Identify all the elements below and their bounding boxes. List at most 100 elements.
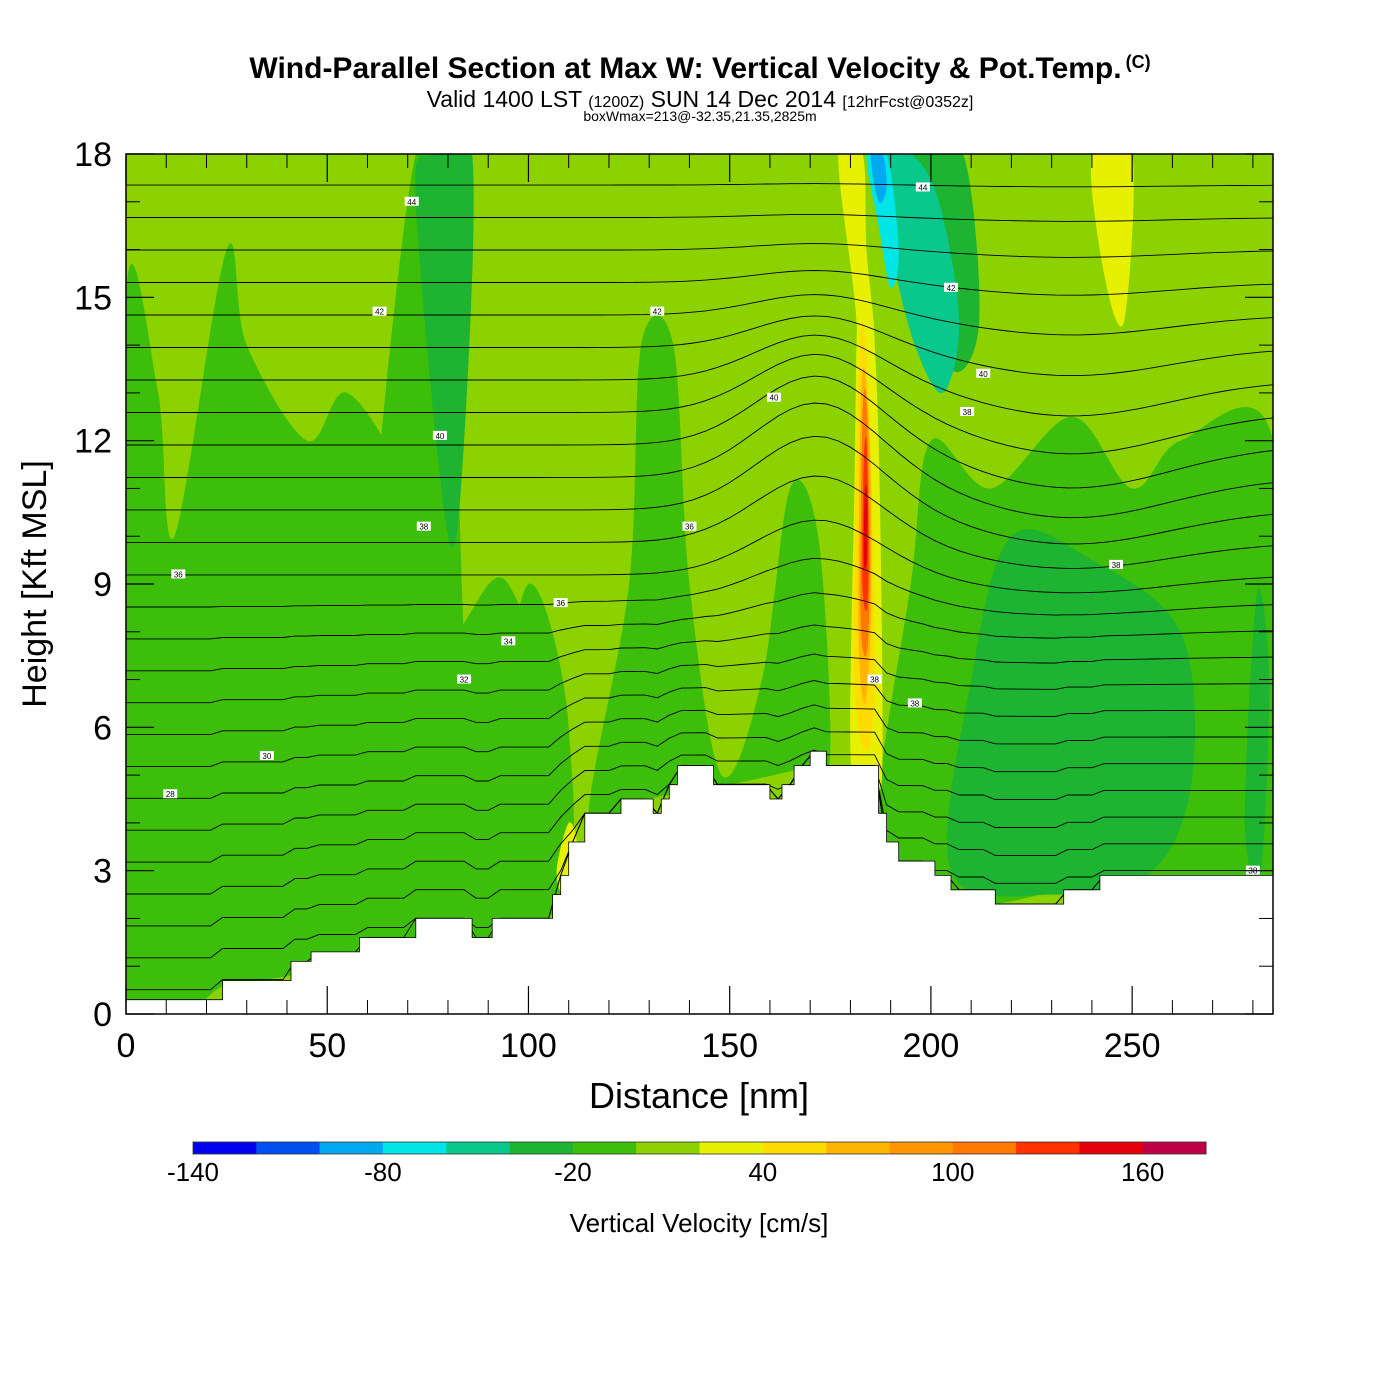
y-tick-label-1: 3 [93,853,112,891]
x-tick-label-4: 200 [903,1027,960,1065]
chart-title: Wind-Parallel Section at Max W: Vertical… [249,52,1151,85]
terrain-mask [126,750,1273,1014]
theta-label-6: 36 [685,523,694,532]
theta-label-12: 28 [166,790,175,799]
isentrope-9 [126,653,1273,704]
velocity-region-10 [870,154,887,204]
y-tick-label-4: 12 [74,423,112,461]
colorbar-swatch-3 [382,1142,447,1154]
colorbar-swatch-11 [889,1142,954,1154]
x-tick-label-2: 100 [500,1027,557,1065]
x-tick-label-0: 0 [117,1027,136,1065]
isentrope-17 [126,375,1273,489]
theta-label-bg-3 [432,430,447,440]
x-tick-label-5: 250 [1104,1027,1161,1065]
theta-contours [126,183,1273,991]
y-tick-label-3: 9 [93,566,112,604]
theta-label-bg-0 [404,196,419,206]
colorbar-swatch-13 [1016,1142,1080,1154]
velocity-region-9 [866,154,899,289]
colorbar-tick-label-0: -140 [167,1157,219,1187]
theta-label-bg-8 [553,598,568,608]
theta-label-15: 40 [979,370,988,379]
box-wmax-info: boxWmax=213@-32.35,21.35,2825m [583,108,817,124]
isentrope-14 [126,475,1273,569]
x-tick-label-1: 50 [308,1027,346,1065]
theta-label-bg-18 [867,674,882,684]
isentrope-25 [126,183,1273,188]
isentrope-19 [126,334,1273,417]
colorbar-frame [192,1141,1207,1155]
theta-label-bg-7 [171,569,186,579]
isentrope-10 [126,624,1273,672]
theta-label-4: 40 [770,394,779,403]
colorbar-swatch-14 [1079,1142,1144,1154]
theta-label-10: 32 [460,676,469,685]
isentrope-22 [126,270,1273,296]
isentrope-6 [126,727,1273,799]
colorbar-swatch-15 [1142,1142,1207,1154]
theta-label-bg-16 [960,407,975,416]
copyright-mark: (C) [1125,52,1151,72]
colorbar-swatch-1 [256,1142,321,1154]
colorbar: -140 -80 -20 40 100 160 [167,1141,1207,1187]
colorbar-swatch-12 [952,1142,1017,1154]
x-axis-label: Distance [nm] [589,1075,809,1116]
theta-label-bg-19 [907,698,922,708]
theta-label-17: 38 [1112,561,1121,570]
isentrope-18 [126,353,1273,455]
velocity-region-1 [336,154,574,969]
isentrope-20 [126,315,1273,377]
colorbar-swatch-9 [762,1142,827,1154]
theta-label-19: 38 [910,699,919,708]
theta-label-0: 44 [407,198,416,207]
isentrope-12 [126,557,1273,616]
isentrope-7 [126,704,1273,767]
colorbar-swatch-10 [826,1142,890,1154]
theta-label-bg-2 [650,306,665,316]
y-axis-label: Height [Kft MSL] [16,460,54,708]
theta-label-bg-17 [1109,559,1124,569]
y-tick-label-0: 0 [93,996,112,1034]
isentrope-23 [126,243,1273,258]
velocity-fill-regions [126,154,1273,1014]
velocity-region-6 [415,154,474,548]
theta-label-5: 38 [419,523,428,532]
velocity-region-2 [588,315,831,836]
theta-label-bg-12 [163,789,178,799]
colorbar-tick-label-5: 160 [1121,1157,1164,1187]
theta-label-7: 36 [174,570,183,579]
colorbar-swatch-6 [572,1142,637,1154]
colorbar-swatch-0 [193,1142,257,1154]
isentrope-15 [126,435,1273,545]
theta-label-9: 34 [504,637,513,646]
theta-label-bg-9 [501,636,516,646]
x-tick-label-3: 150 [701,1027,758,1065]
isentrope-24 [126,213,1273,222]
theta-label-3: 40 [435,432,444,441]
colorbar-swatch-5 [509,1142,574,1154]
theta-label-bg-4 [766,392,781,402]
y-tick-label-2: 6 [93,709,112,747]
colorbar-swatch-7 [636,1142,700,1154]
theta-label-1: 42 [375,308,384,317]
theta-label-bg-6 [682,521,697,531]
velocity-region-13 [1090,154,1134,327]
y-tick-label-5: 15 [74,279,112,317]
theta-label-bg-15 [976,368,991,378]
y-tick-label-6: 18 [74,136,112,174]
terrain-surface [126,750,1273,1014]
theta-label-2: 42 [653,308,662,317]
colorbar-label: Vertical Velocity [cm/s] [570,1208,829,1238]
velocity-region-4 [946,529,1196,897]
isentrope-16 [126,402,1273,519]
theta-label-bg-11 [259,751,274,760]
chart-subtitle: Valid 1400 LST (1200Z) SUN 14 Dec 2014 [… [426,86,974,112]
theta-label-11: 30 [262,752,271,761]
colorbar-tick-label-1: -80 [364,1157,402,1187]
isentrope-13 [126,519,1273,594]
velocity-region-19 [863,483,868,569]
theta-label-13: 44 [918,183,927,192]
